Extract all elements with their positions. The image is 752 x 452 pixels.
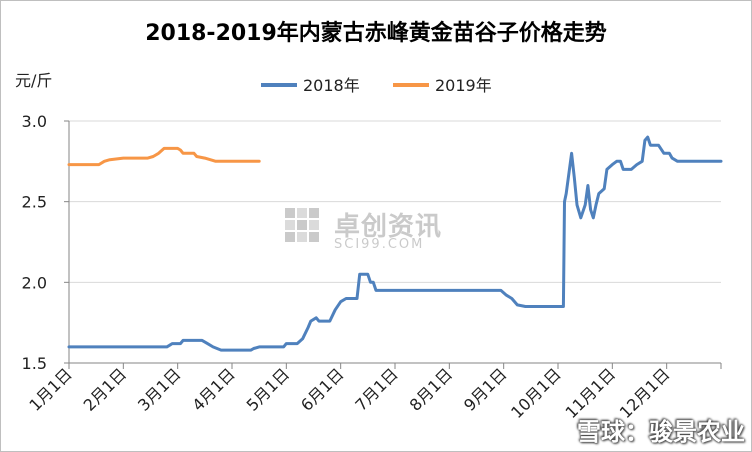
source-credit-text: 雪球：骏景农业: [577, 418, 745, 446]
series-layer: [67, 135, 723, 352]
watermark-logo-icon: [285, 207, 319, 242]
legend-layer: 2018年 2019年: [261, 76, 492, 95]
x-tick-label: 9月1日: [460, 364, 510, 414]
y-tick-label: 2.5: [22, 193, 47, 212]
x-tick-label: 3月1日: [134, 364, 184, 414]
x-tick-label: 4月1日: [188, 364, 238, 414]
watermark-subtext: SCI99.COM: [334, 237, 425, 252]
y-tick-label: 1.5: [22, 354, 47, 373]
x-tick-label: 5月1日: [243, 364, 293, 414]
legend-label: 2019年: [435, 76, 492, 95]
x-tick-label: 6月1日: [297, 364, 347, 414]
y-tick-label: 2.0: [22, 273, 47, 292]
chart-title: 2018-2019年内蒙古赤峰黄金苗谷子价格走势: [145, 21, 607, 46]
watermark: 卓创资讯 SCI99.COM: [284, 206, 442, 252]
x-tick-label: 8月1日: [406, 364, 456, 414]
y-tick-label: 3.0: [22, 112, 47, 131]
source-credit: 雪球：骏景农业: [543, 412, 745, 447]
watermark-text: 卓创资讯: [334, 212, 443, 242]
snowball-logo-icon: [543, 415, 573, 444]
x-tick-label: 7月1日: [351, 364, 401, 414]
legend-label: 2018年: [303, 76, 360, 95]
series-line-0: [67, 135, 723, 352]
x-tick-label: 2月1日: [80, 364, 130, 414]
y-axis-unit-label: 元/斤: [15, 71, 53, 90]
series-line-1: [67, 146, 261, 167]
